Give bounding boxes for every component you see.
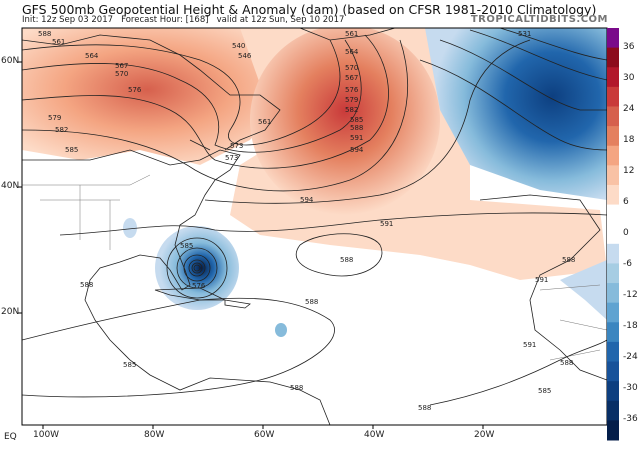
colorbar-bin bbox=[607, 165, 619, 186]
contour-label: 588 bbox=[350, 124, 363, 132]
contour-label: 561 bbox=[345, 30, 358, 38]
contour-label: 594 bbox=[300, 196, 314, 204]
lat-label: 60N bbox=[1, 56, 20, 66]
contour-label: 567 bbox=[115, 62, 128, 70]
forecast-hour: Forecast Hour: [168] bbox=[121, 15, 209, 25]
colorbar-bin bbox=[607, 420, 619, 441]
contour-label: 564 bbox=[345, 48, 359, 56]
colorbar-label: 30 bbox=[623, 72, 635, 83]
contour-label: 588 bbox=[80, 281, 93, 289]
colorbar bbox=[607, 28, 619, 441]
contour-label: 567 bbox=[345, 74, 358, 82]
colorbar-bin bbox=[607, 204, 619, 225]
colorbar-label: 12 bbox=[623, 165, 635, 176]
contour-label: 564 bbox=[85, 52, 99, 60]
tick-marks bbox=[18, 61, 484, 429]
colorbar-bin bbox=[607, 361, 619, 382]
colorbar-bin bbox=[607, 106, 619, 127]
contour-label: 588 bbox=[290, 384, 303, 392]
colorbar-bin bbox=[607, 47, 619, 68]
lon-label: 40W bbox=[364, 430, 385, 440]
lon-label: 100W bbox=[33, 430, 60, 440]
contour-label: 588 bbox=[560, 359, 573, 367]
colorbar-bin bbox=[607, 126, 619, 147]
contour-label: 579 bbox=[48, 114, 61, 122]
colorbar-label: 6 bbox=[623, 196, 629, 207]
contour-label: 570 bbox=[345, 64, 358, 72]
colorbar-label: -24 bbox=[623, 352, 638, 363]
map-title: GFS 500mb Geopotential Height & Anomaly … bbox=[22, 2, 597, 17]
contour-label: 582 bbox=[345, 106, 358, 114]
colorbar-label: -30 bbox=[623, 383, 638, 394]
contour-label: 573 bbox=[230, 142, 243, 150]
colorbar-bin bbox=[607, 243, 619, 264]
valid-time: valid at 12z Sun, Sep 10 2017 bbox=[216, 15, 345, 25]
lat-label: 40N bbox=[1, 181, 20, 191]
colorbar-bin bbox=[607, 263, 619, 284]
contour-label: 591 bbox=[380, 220, 393, 228]
contour-label: 579 bbox=[345, 96, 358, 104]
contour-label: 585 bbox=[538, 387, 551, 395]
init-time: Init: 12z Sep 03 2017 bbox=[22, 15, 114, 25]
contour-label: 576 bbox=[345, 86, 359, 94]
colorbar-bin bbox=[607, 184, 619, 206]
contour-label: 582 bbox=[55, 126, 68, 134]
contour-label: 573 bbox=[225, 154, 238, 162]
lat-label: EQ bbox=[4, 432, 17, 442]
contour-label: 576 bbox=[192, 282, 206, 290]
contour-label: 591 bbox=[535, 276, 548, 284]
colorbar-label: -6 bbox=[623, 259, 632, 270]
contour-label: 585 bbox=[65, 146, 78, 154]
contour-labels: 588 561 564 567 570 576 579 582 585 540 … bbox=[38, 30, 575, 412]
colorbar-label: 24 bbox=[623, 103, 635, 114]
colorbar-label: 36 bbox=[623, 41, 635, 52]
colorbar-label: -12 bbox=[623, 290, 638, 301]
brand-watermark: TROPICALTIDBITS.COM bbox=[470, 14, 608, 25]
contour-label: 576 bbox=[128, 86, 142, 94]
colorbar-label: -36 bbox=[623, 414, 638, 425]
colorbar-label: 0 bbox=[623, 228, 629, 238]
colorbar-bin bbox=[607, 224, 619, 245]
colorbar-bin bbox=[607, 341, 619, 363]
height-contours bbox=[22, 28, 607, 406]
contour-label: 591 bbox=[523, 341, 536, 349]
contour-label: 570 bbox=[115, 70, 128, 78]
colorbar-bin bbox=[607, 145, 619, 166]
colorbar-bin bbox=[607, 67, 619, 88]
map-subtitle: Init: 12z Sep 03 2017 Forecast Hour: [16… bbox=[22, 15, 344, 25]
contour-label: 585 bbox=[350, 116, 363, 124]
contour-label: 585 bbox=[180, 242, 193, 250]
colorbar-bin bbox=[607, 283, 619, 304]
colorbar-label: 18 bbox=[623, 134, 635, 145]
colorbar-bin bbox=[607, 381, 619, 402]
contour-label: 588 bbox=[562, 256, 575, 264]
contour-label: 588 bbox=[38, 30, 51, 38]
colorbar-label: -18 bbox=[623, 321, 638, 332]
colorbar-bin bbox=[607, 400, 619, 421]
contour-label: 594 bbox=[350, 146, 364, 154]
colorbar-bin bbox=[607, 322, 619, 343]
colorbar-bin bbox=[607, 86, 619, 107]
contour-label: 591 bbox=[350, 134, 363, 142]
contour-label: 546 bbox=[238, 52, 252, 60]
contour-label: 588 bbox=[418, 404, 431, 412]
contour-label: 585 bbox=[123, 361, 136, 369]
colorbar-bin bbox=[607, 302, 619, 323]
lon-label: 20W bbox=[474, 430, 495, 440]
lon-label: 80W bbox=[144, 430, 165, 440]
contour-label: 588 bbox=[340, 256, 353, 264]
contour-label: 588 bbox=[305, 298, 318, 306]
lon-label: 60W bbox=[254, 430, 275, 440]
contour-label: 561 bbox=[52, 38, 65, 46]
borders bbox=[22, 174, 607, 361]
contour-label: 540 bbox=[232, 42, 245, 50]
contour-label: 531 bbox=[518, 30, 531, 38]
colorbar-bin bbox=[607, 28, 619, 49]
contour-label: 561 bbox=[258, 118, 271, 126]
lat-label: 20N bbox=[1, 307, 20, 317]
